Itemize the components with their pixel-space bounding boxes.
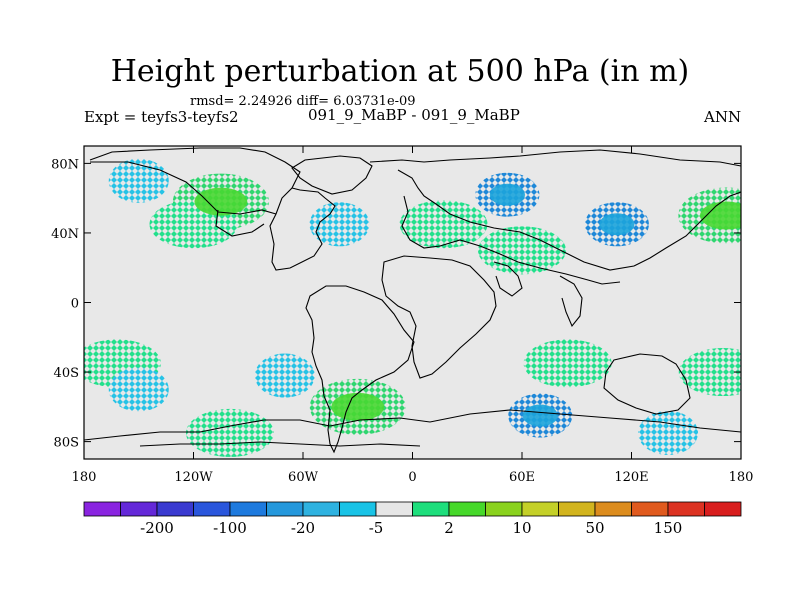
stats-label: rmsd= 2.24926 diff= 6.03731e-09	[190, 94, 416, 109]
colorbar-label-6: 50	[585, 519, 604, 537]
colorbar-swatch-8	[375, 501, 413, 517]
colorbar-label-3: -5	[369, 519, 384, 537]
map-axes: 80N 40N 0 40S 80S 180 120W 60W 0 60E 120E 180	[51, 146, 753, 485]
colorbar-swatch-5	[266, 501, 304, 517]
field-region-0	[108, 158, 169, 203]
lon-label-2: 60W	[288, 470, 319, 485]
lat-label-4: 80S	[54, 436, 79, 451]
colorbar-swatch-9	[412, 501, 450, 517]
lon-label-4: 60E	[509, 470, 535, 485]
colorbar-swatch-3	[193, 501, 231, 517]
colorbar-swatch-16	[667, 501, 705, 517]
lat-label-1: 40N	[51, 227, 79, 242]
colorbar-swatch-0	[83, 501, 121, 517]
lon-label-0: 180	[72, 470, 97, 485]
field-region-4	[399, 200, 488, 249]
colorbar-label-4: 2	[444, 519, 454, 537]
field-core-12	[331, 392, 385, 421]
colorbar-swatch-6	[302, 501, 340, 517]
plot-title: Height perturbation at 500 hPa (in m)	[110, 54, 690, 89]
colorbar-swatch-2	[156, 501, 194, 517]
colorbar-swatch-14	[594, 501, 632, 517]
field-region-16	[638, 410, 698, 455]
colorbar-label-7: 150	[654, 519, 683, 537]
field-region-10	[108, 367, 169, 412]
colorbar-swatch-13	[558, 501, 596, 517]
colorbar-label-0: -200	[140, 519, 174, 537]
lon-label-3: 0	[408, 470, 416, 485]
field-core-5	[489, 183, 525, 206]
colorbar-swatch-1	[120, 501, 158, 517]
perturbation-field	[84, 158, 741, 457]
colorbar-swatch-15	[631, 501, 669, 517]
lat-label-0: 80N	[51, 157, 79, 172]
colorbar-label-5: 10	[512, 519, 531, 537]
field-core-1	[194, 187, 248, 216]
colorbar-swatch-7	[339, 501, 377, 517]
lat-label-2: 0	[71, 297, 79, 312]
field-region-15	[523, 339, 612, 388]
run-comparison-label: 091_9_MaBP - 091_9_MaBP	[308, 106, 520, 124]
lon-label-5: 120E	[614, 470, 648, 485]
field-core-7	[599, 213, 635, 236]
lon-label-6: 180	[729, 470, 754, 485]
colorbar-swatch-11	[485, 501, 523, 517]
lon-label-1: 120W	[174, 470, 213, 485]
field-region-13	[186, 408, 274, 457]
colorbar-label-1: -100	[213, 519, 247, 537]
colorbar-swatch-10	[448, 501, 486, 517]
colorbar-swatch-4	[229, 501, 267, 517]
field-region-17	[678, 348, 741, 397]
field-region-6	[478, 226, 566, 275]
colorbar-swatch-17	[704, 501, 742, 517]
season-label: ANN	[704, 108, 742, 126]
colorbar: -200 -100 -20 -5 2 10 50 150	[83, 501, 742, 537]
field-core-8	[700, 201, 741, 230]
field-region-3	[309, 202, 370, 247]
colorbar-label-2: -20	[291, 519, 315, 537]
experiment-label: Expt = teyfs3-teyfs2	[84, 108, 239, 126]
coastlines	[84, 147, 741, 454]
field-core-14	[522, 404, 558, 427]
lat-label-3: 40S	[54, 366, 79, 381]
colorbar-swatch-12	[521, 501, 559, 517]
field-region-11	[254, 353, 315, 398]
